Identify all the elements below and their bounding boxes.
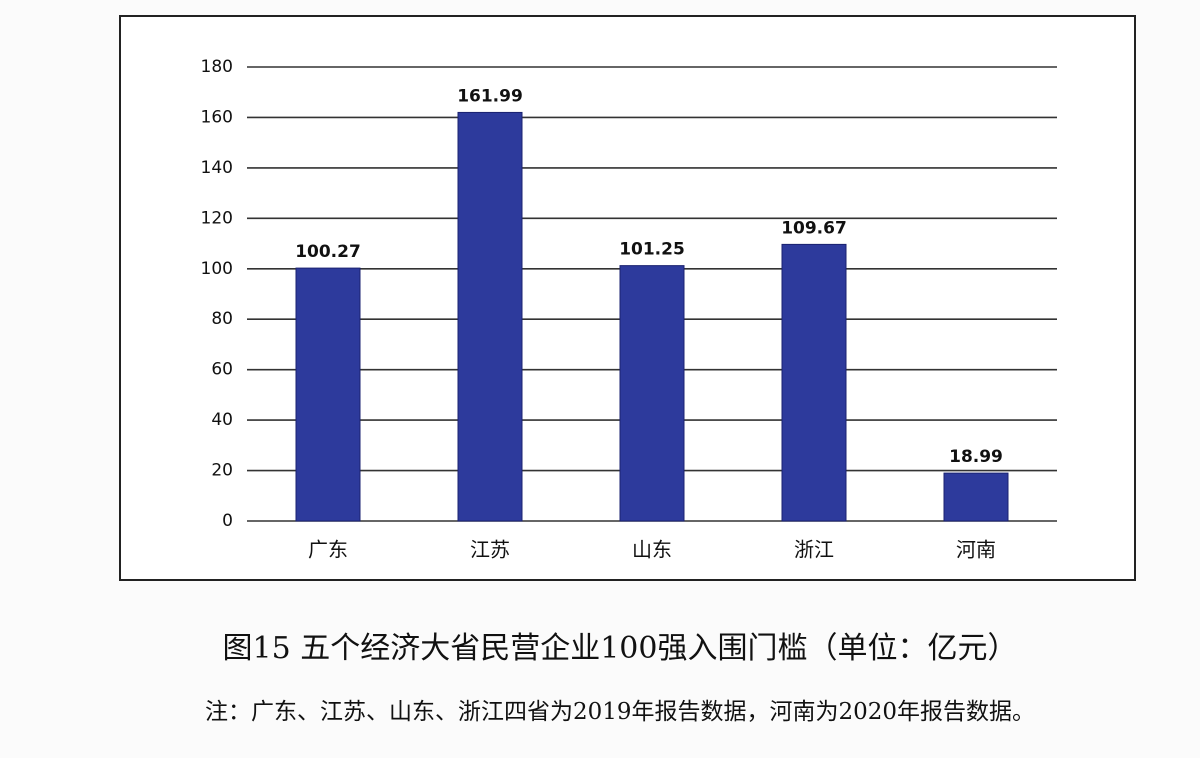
y-tick-label: 100 — [201, 259, 233, 279]
value-label: 161.99 — [457, 86, 523, 106]
bar — [457, 111, 523, 522]
y-tick-label: 80 — [211, 309, 233, 329]
chart-title: 图15 五个经济大省民营企业100强入围门槛（单位：亿元） — [223, 631, 1018, 666]
value-label: 100.27 — [295, 242, 361, 262]
value-label: 18.99 — [949, 447, 1003, 467]
x-tick-label: 山东 — [632, 538, 672, 562]
x-tick-label: 广东 — [308, 538, 348, 562]
bar — [619, 265, 685, 522]
y-tick-label: 120 — [201, 208, 233, 228]
x-tick-label: 河南 — [956, 538, 996, 562]
bar — [295, 267, 361, 522]
y-tick-label: 40 — [211, 410, 233, 430]
y-tick-label: 140 — [201, 158, 233, 178]
y-tick-label: 160 — [201, 107, 233, 127]
y-tick-label: 0 — [222, 511, 233, 531]
y-tick-label: 20 — [211, 461, 233, 481]
bar — [943, 472, 1009, 522]
y-tick-label: 60 — [211, 360, 233, 380]
value-label: 101.25 — [619, 240, 685, 260]
chart-note: 注：广东、江苏、山东、浙江四省为2019年报告数据，河南为2020年报告数据。 — [205, 699, 1035, 725]
y-tick-label: 180 — [201, 57, 233, 77]
x-tick-label: 江苏 — [470, 538, 510, 562]
value-label: 109.67 — [781, 218, 847, 238]
bar — [781, 243, 847, 522]
x-tick-label: 浙江 — [794, 538, 834, 562]
